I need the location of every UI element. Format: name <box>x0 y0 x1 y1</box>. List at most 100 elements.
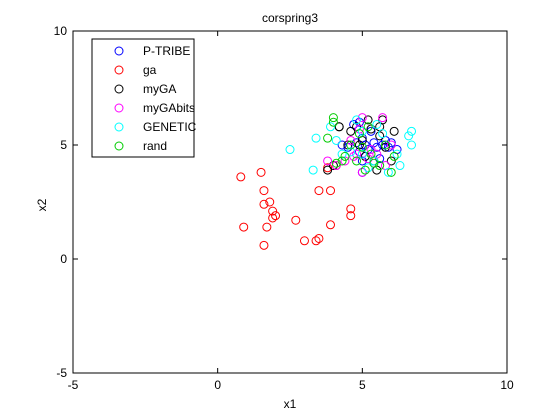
data-point <box>375 131 385 141</box>
legend-marker <box>114 103 124 113</box>
legend-box <box>91 38 195 158</box>
data-point <box>331 135 341 145</box>
data-point <box>239 222 249 232</box>
data-point <box>378 113 388 123</box>
legend-marker <box>114 122 124 132</box>
data-point <box>386 156 396 166</box>
legend-marker <box>114 65 124 75</box>
data-point <box>363 154 373 164</box>
x-tick-label: 10 <box>500 378 514 392</box>
data-point <box>392 149 402 159</box>
legend-marker <box>114 46 124 56</box>
legend-label: GENETIC <box>143 120 197 134</box>
data-point <box>352 156 362 166</box>
data-point <box>363 163 373 173</box>
data-point <box>395 161 405 171</box>
data-point <box>236 172 246 182</box>
data-point <box>346 204 356 214</box>
data-point <box>323 163 333 173</box>
data-point <box>378 129 388 139</box>
data-point <box>328 161 338 171</box>
data-point <box>256 167 266 177</box>
data-point <box>404 131 414 141</box>
data-point <box>352 115 362 125</box>
data-point <box>354 117 364 127</box>
data-point <box>323 156 333 166</box>
x-tick-label: -5 <box>68 378 79 392</box>
data-point <box>372 119 382 129</box>
plot-frame <box>72 30 508 374</box>
data-point <box>354 140 364 150</box>
data-point <box>380 142 390 152</box>
data-point <box>360 165 370 175</box>
data-point <box>375 154 385 164</box>
data-point <box>380 140 390 150</box>
data-point <box>369 158 379 168</box>
legend-label: myGA <box>143 82 176 96</box>
data-point <box>407 140 417 150</box>
data-point <box>363 115 373 125</box>
x-tick-label: 0 <box>214 378 221 392</box>
data-point <box>271 211 281 221</box>
series-layer <box>236 113 417 250</box>
data-point <box>337 140 347 150</box>
data-point <box>386 138 396 148</box>
data-point <box>346 135 356 145</box>
data-point <box>360 151 370 161</box>
series-ga <box>236 161 356 250</box>
data-point <box>331 158 341 168</box>
legend-marker <box>114 141 124 151</box>
data-point <box>357 167 367 177</box>
series-mygabits <box>323 113 396 177</box>
data-point <box>337 149 347 159</box>
data-point <box>299 236 309 246</box>
data-point <box>311 236 321 246</box>
data-point <box>354 129 364 139</box>
data-point <box>357 142 367 152</box>
data-point <box>346 140 356 150</box>
data-point <box>346 126 356 136</box>
data-point <box>326 186 336 196</box>
data-point <box>375 161 385 171</box>
data-point <box>259 199 269 209</box>
data-point <box>354 124 364 134</box>
data-point <box>311 133 321 143</box>
data-point <box>334 122 344 132</box>
data-point <box>357 126 367 136</box>
x-tick-label: 5 <box>359 378 366 392</box>
data-point <box>326 220 336 230</box>
series-genetic <box>285 115 417 177</box>
data-point <box>259 186 269 196</box>
data-point <box>314 233 324 243</box>
data-point <box>407 126 417 136</box>
data-point <box>268 213 278 223</box>
legend: P-TRIBE ga myGA myGAbits GENETIC rand <box>91 38 197 158</box>
legend-label: P-TRIBE <box>143 44 190 58</box>
data-point <box>340 151 350 161</box>
data-point <box>328 117 338 127</box>
data-point <box>378 115 388 125</box>
data-point <box>354 147 364 157</box>
legend-marker <box>114 84 124 94</box>
data-point <box>366 149 376 159</box>
y-tick-label: -5 <box>56 366 67 380</box>
data-point <box>352 138 362 148</box>
data-point <box>346 211 356 221</box>
data-point <box>262 222 272 232</box>
y-tick-label: 10 <box>54 24 68 38</box>
data-point <box>389 126 399 136</box>
series-rand <box>323 113 399 177</box>
data-point <box>357 156 367 166</box>
data-point <box>323 133 333 143</box>
data-point <box>265 197 275 207</box>
data-point <box>372 142 382 152</box>
legend-label: myGAbits <box>143 101 195 115</box>
data-point <box>386 140 396 150</box>
data-point <box>268 206 278 216</box>
y-axis-label: x2 <box>35 198 49 211</box>
data-point <box>366 145 376 155</box>
y-tick-label: 0 <box>60 252 67 266</box>
data-point <box>349 151 359 161</box>
data-point <box>308 165 318 175</box>
